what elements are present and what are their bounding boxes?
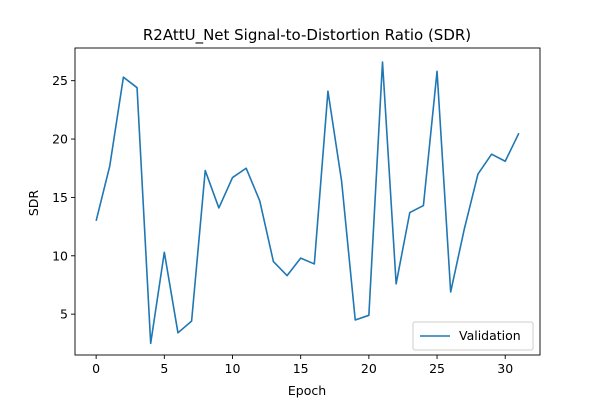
y-tick-label: 5: [60, 307, 68, 322]
y-tick-label: 15: [52, 190, 68, 205]
x-tick-label: 30: [497, 361, 513, 376]
x-tick-label: 15: [293, 361, 309, 376]
y-axis-label: SDR: [26, 190, 41, 217]
legend-label-validation: Validation: [459, 328, 521, 343]
chart-title: R2AttU_Net Signal-to-Distortion Ratio (S…: [143, 26, 471, 45]
x-tick-label: 10: [225, 361, 241, 376]
series-line-validation: [96, 62, 519, 343]
x-tick-label: 0: [92, 361, 100, 376]
legend: Validation: [413, 322, 533, 350]
x-tick-label: 5: [160, 361, 168, 376]
x-axis-label: Epoch: [288, 383, 326, 398]
y-tick-label: 10: [52, 248, 68, 263]
x-tick-label: 20: [361, 361, 377, 376]
y-tick-label: 25: [52, 73, 68, 88]
axes-frame: [75, 48, 540, 355]
x-tick-label: 25: [429, 361, 445, 376]
y-tick-label: 20: [52, 132, 68, 147]
